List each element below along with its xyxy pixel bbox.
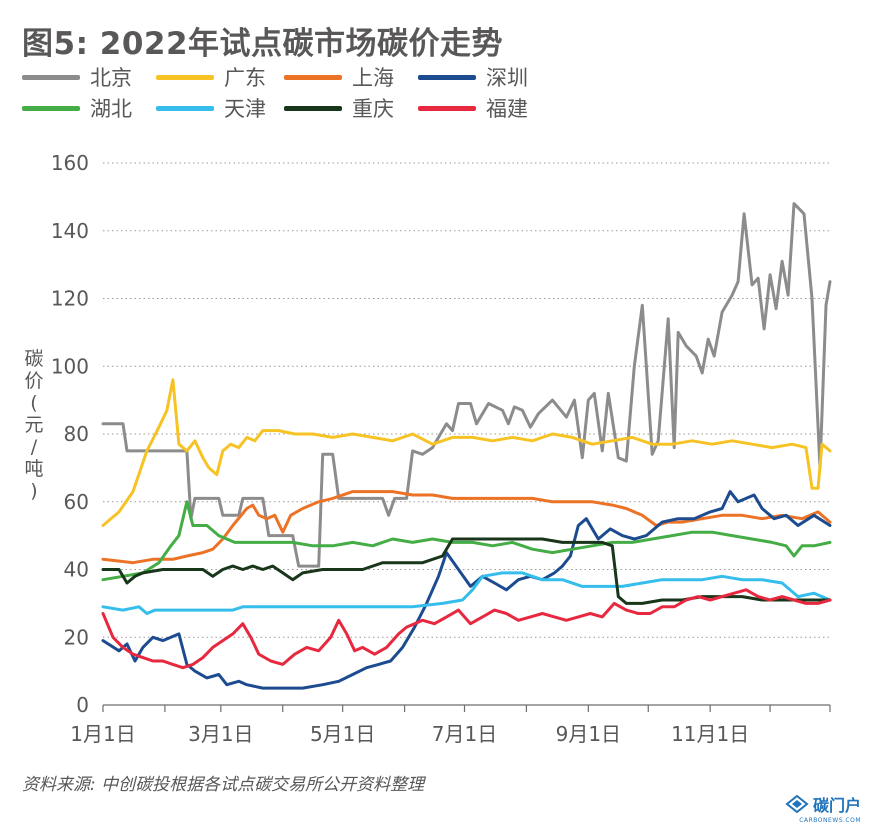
y-axis-title-char: 吨	[24, 458, 44, 480]
y-tick-label: 20	[64, 625, 89, 649]
legend-swatch	[156, 105, 214, 111]
legend-swatch	[22, 74, 80, 80]
legend-item: 北京	[22, 64, 132, 90]
series-line	[101, 500, 832, 582]
legend-label: 天津	[224, 97, 266, 121]
legend-item: 广东	[156, 64, 266, 90]
y-tick-label: 60	[64, 490, 89, 514]
watermark-logo: 碳门户 CARBONEWS.COM	[785, 792, 861, 824]
legend-label: 湖北	[90, 97, 132, 121]
legend-label: 北京	[90, 66, 132, 90]
watermark-subtext: CARBONEWS.COM	[799, 817, 861, 824]
legend-swatch	[418, 105, 476, 111]
x-tick-label: 1月1日	[70, 722, 135, 746]
y-axis-title-char: /	[30, 436, 38, 458]
series-line	[101, 588, 832, 670]
x-tick-label: 7月1日	[432, 722, 497, 746]
legend-item: 重庆	[284, 95, 394, 121]
y-axis-title: 碳 价 ( 元 / 吨 )	[22, 348, 46, 502]
x-tick-label: 3月1日	[188, 722, 253, 746]
series-line	[101, 378, 832, 527]
y-axis-title-char: 碳	[24, 348, 44, 370]
x-tick-label: 5月1日	[310, 722, 375, 746]
legend-item: 湖北	[22, 95, 132, 121]
legend-label: 广东	[224, 66, 266, 90]
legend-label: 深圳	[486, 66, 528, 90]
watermark-text: 碳门户	[812, 796, 861, 815]
legend-label: 上海	[352, 66, 394, 90]
y-axis-title-char: )	[30, 480, 38, 502]
legend-label: 重庆	[352, 97, 394, 121]
y-tick-label: 40	[64, 558, 89, 582]
legend-swatch	[22, 105, 80, 111]
y-tick-label: 0	[76, 693, 89, 717]
chart-title: 图5: 2022年试点碳市场碳价走势	[22, 26, 504, 62]
y-tick-label: 140	[51, 219, 89, 243]
y-axis-title-char: 价	[24, 370, 44, 392]
series-line	[101, 202, 832, 568]
source-note: 资料来源: 中创碳投根据各试点碳交易所公开资料整理	[22, 775, 425, 795]
y-axis-title-char: (	[30, 392, 38, 414]
y-tick-label: 120	[51, 287, 89, 311]
legend-swatch	[284, 74, 342, 80]
x-tick-label: 11月1日	[671, 722, 749, 746]
legend-label: 福建	[486, 97, 528, 121]
series-line	[101, 537, 832, 605]
y-tick-label: 100	[51, 354, 89, 378]
legend-item: 天津	[156, 95, 266, 121]
legend-item: 福建	[418, 95, 528, 121]
y-axis-title-char: 元	[24, 414, 44, 436]
series-line	[101, 571, 832, 615]
legend-swatch	[418, 74, 476, 80]
series-line	[101, 490, 832, 565]
x-tick-label: 9月1日	[556, 722, 621, 746]
legend-item: 深圳	[418, 64, 528, 90]
y-tick-label: 160	[51, 151, 89, 175]
legend-swatch	[284, 105, 342, 111]
diamond-logo-icon	[785, 795, 809, 813]
legend-swatch	[156, 74, 214, 80]
series-line	[101, 490, 832, 690]
legend-item: 上海	[284, 64, 394, 90]
y-tick-label: 80	[64, 422, 89, 446]
